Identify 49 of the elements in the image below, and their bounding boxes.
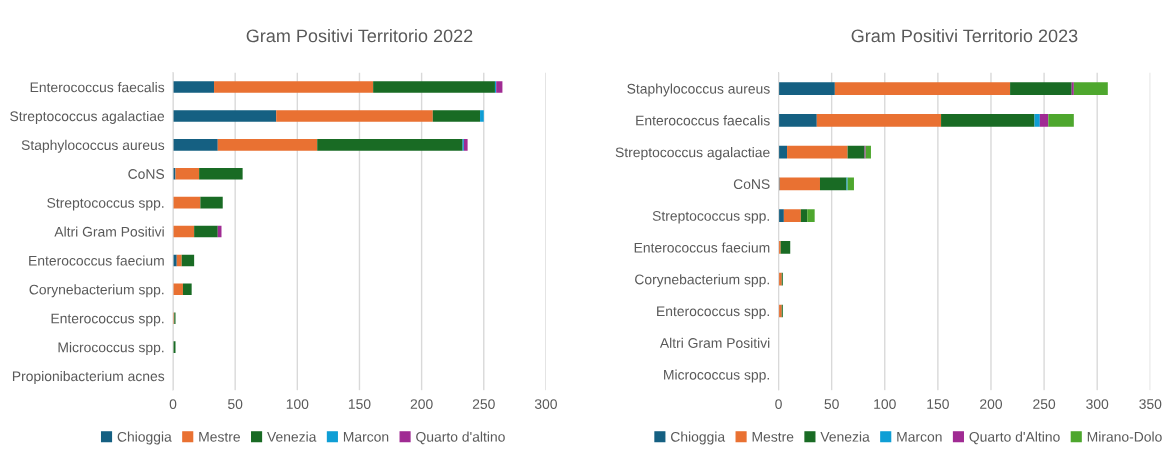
legend-label: Mirano-Dolo [1087, 431, 1162, 442]
y-tick-label: Altri Gram Positivi [659, 337, 770, 348]
x-tick-label: 200 [980, 399, 1003, 409]
legend-label: Chioggia [117, 431, 172, 445]
x-tick-label: 100 [286, 399, 309, 409]
y-tick-label: CoNS [128, 169, 165, 179]
x-tick-label: 250 [472, 399, 495, 409]
legend-label: Quarto d'Altino [969, 431, 1060, 445]
legend-label: Marcon [897, 432, 942, 442]
legend-label: Venezia [820, 431, 870, 442]
x-tick-label: 300 [534, 399, 557, 409]
y-tick-label: Enterococcus faecalis [636, 115, 770, 126]
x-tick-label: 300 [1086, 399, 1109, 409]
x-tick-label: 50 [824, 399, 839, 409]
y-tick-label: Micrococcus spp. [58, 342, 164, 356]
legend-label: Mestre [752, 432, 794, 442]
x-tick-label: 100 [874, 399, 896, 409]
y-tick-label: CoNS [733, 179, 770, 190]
legend-label: Venezia [267, 431, 317, 442]
y-tick-label: Corynebacterium spp. [635, 274, 769, 288]
x-tick-label: 350 [1139, 399, 1162, 409]
legend-label: Mestre [199, 432, 240, 442]
legend-label: Quarto d'altino [416, 431, 505, 445]
y-tick-label: Enterococcus spp. [51, 313, 164, 327]
x-tick-label: 250 [1033, 399, 1056, 409]
y-tick-label: Micrococcus spp. [664, 369, 769, 383]
y-tick-label: Staphylococcus aureus [627, 83, 770, 97]
y-tick-label: Corynebacterium spp. [29, 284, 164, 298]
y-tick-label: Enterococcus spp. [657, 306, 769, 319]
chart-title: Gram Positivi Territorio 2023 [851, 29, 1078, 43]
x-tick-label: 0 [775, 399, 782, 409]
y-tick-label: Enterococcus faecalis [30, 82, 165, 93]
y-tick-label: Streptococcus spp. [47, 197, 164, 211]
y-tick-label: Streptococcus agalactiae [615, 147, 770, 160]
y-tick-label: Enterococcus faecium [29, 255, 164, 266]
y-tick-label: Staphylococcus aureus [21, 139, 165, 153]
chart-title: Gram Positivi Territorio 2022 [246, 29, 473, 43]
y-tick-label: Streptococcus spp. [652, 210, 769, 224]
x-tick-label: 50 [228, 399, 243, 409]
y-tick-label: Altri Gram Positivi [54, 226, 164, 237]
y-tick-label: Streptococcus agalactiae [10, 110, 165, 124]
y-tick-label: Enterococcus faecium [634, 242, 770, 253]
y-tick-label: Propionibacterium acnes [12, 370, 165, 384]
x-tick-label: 150 [927, 399, 949, 409]
legend-label: Chioggia [671, 431, 726, 445]
x-tick-label: 150 [348, 399, 371, 409]
x-tick-label: 200 [410, 399, 433, 409]
x-tick-label: 0 [169, 399, 177, 409]
legend-label: Marcon [343, 432, 389, 442]
